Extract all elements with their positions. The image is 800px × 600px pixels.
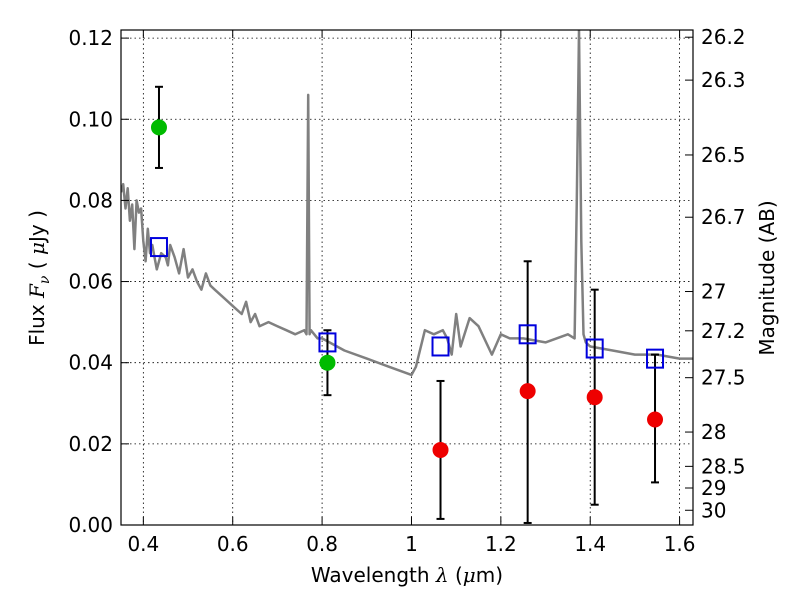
y-tick-label: 0.10 (68, 107, 113, 131)
y2-tick-label: 30 (701, 498, 726, 522)
model-photometry-square (318, 332, 337, 353)
y2-tick-label: 27.5 (701, 366, 746, 390)
y2-tick-label: 28.5 (701, 454, 746, 478)
model-photometry-square (431, 336, 450, 357)
y2-tick-label: 27.2 (701, 319, 746, 343)
photometry-point (319, 354, 336, 371)
y2-tick-label: 26.3 (701, 68, 746, 92)
photometry-point (519, 383, 536, 400)
x-tick-label: 0.4 (127, 532, 159, 556)
photometry-points (149, 85, 665, 524)
y2-tick-label: 26.7 (701, 205, 746, 229)
y2-tick-label: 27 (701, 280, 726, 304)
model-photometry-square (646, 348, 665, 369)
model-spectrum (121, 30, 693, 377)
y-tick-label: 0.12 (68, 26, 113, 50)
y-tick-label: 0.00 (68, 513, 113, 537)
y-tick-label: 0.04 (68, 351, 113, 375)
model-photometry-square (518, 324, 537, 345)
x-tick-label: 1.6 (664, 532, 696, 556)
plot-frame (120, 29, 694, 526)
x-axis-title: Wavelength λ (μm) (311, 563, 503, 587)
grid (121, 30, 693, 526)
y2-tick-label: 26.5 (701, 143, 746, 167)
model-photometry-square (585, 338, 604, 359)
y2-tick-label: 26.2 (701, 25, 746, 49)
y2-tick-label: 29 (701, 476, 726, 500)
y-tick-label: 0.08 (68, 188, 113, 212)
photometry-point (647, 411, 664, 428)
spectrum-line (121, 30, 693, 377)
y-tick-label: 0.02 (68, 432, 113, 456)
x-tick-label: 0.6 (217, 532, 249, 556)
axis-ticks: 0.4 0.6 0.8 1 1.2 1.4 1.6 0.00 0.02 0.04 0.06 0.08 0… (68, 25, 745, 556)
x-tick-label: 0.8 (306, 532, 338, 556)
y-axis-title: Flux Fν ( μJy ) (25, 210, 53, 346)
photometry-point (586, 389, 603, 406)
x-tick-label: 1 (405, 532, 418, 556)
y-tick-label: 0.06 (68, 270, 113, 294)
model-photometry-square (149, 237, 168, 258)
y2-tick-label: 28 (701, 420, 726, 444)
x-tick-label: 1.2 (485, 532, 517, 556)
y2-axis-title: Magnitude (AB) (755, 200, 779, 355)
photometry-point (432, 441, 449, 458)
x-tick-label: 1.4 (574, 532, 606, 556)
photometry-point (150, 119, 167, 136)
